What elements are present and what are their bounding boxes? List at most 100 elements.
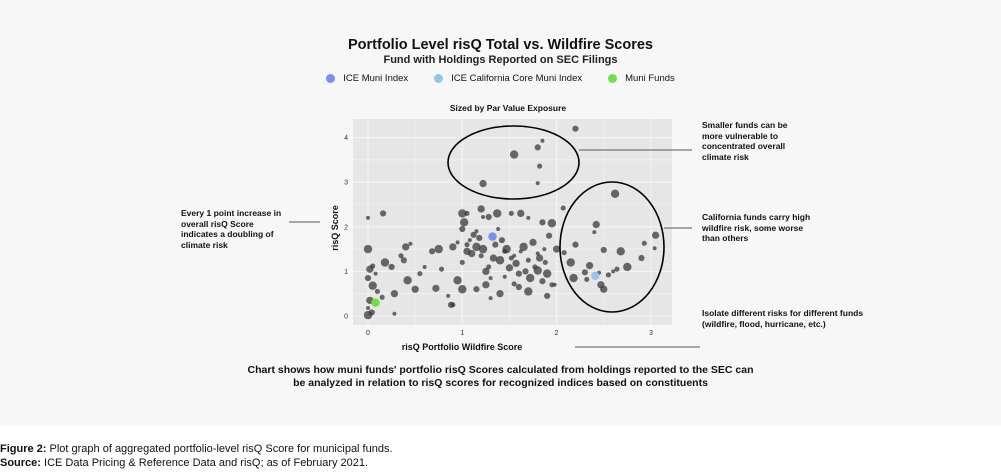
fund-point bbox=[537, 163, 543, 169]
fund-point bbox=[502, 274, 507, 279]
fund-point bbox=[572, 241, 579, 248]
fund-point bbox=[600, 246, 607, 254]
fund-point bbox=[373, 271, 378, 276]
legend-dot-icon bbox=[608, 74, 618, 83]
legend-label: Muni Funds bbox=[625, 73, 675, 84]
fund-point bbox=[511, 281, 517, 287]
figure-label: Figure 2: bbox=[0, 443, 47, 455]
fund-point bbox=[549, 282, 555, 288]
figure-caption: Figure 2: Plot graph of aggregated portf… bbox=[0, 443, 393, 470]
fund-point bbox=[489, 254, 498, 262]
fund-point bbox=[545, 232, 553, 239]
fund-point bbox=[392, 311, 397, 316]
fund-point bbox=[453, 276, 462, 285]
x-axis-label: risQ Portfolio Wildfire Score bbox=[402, 342, 522, 352]
fund-point bbox=[459, 259, 465, 266]
y-tick-label: 3 bbox=[344, 180, 348, 187]
legend-item-ice-muni-index: ICE Muni Index bbox=[326, 73, 408, 84]
fund-point bbox=[422, 264, 427, 269]
fund-point bbox=[542, 259, 548, 266]
figure-text: Plot graph of aggregated portfolio-level… bbox=[46, 443, 393, 455]
y-tick-label: 2 bbox=[344, 224, 348, 231]
fund-point bbox=[455, 240, 460, 245]
fund-point bbox=[366, 305, 370, 310]
fund-point bbox=[488, 296, 493, 301]
fund-point bbox=[652, 246, 657, 251]
legend-label: ICE California Core Muni Index bbox=[451, 73, 583, 84]
fund-point bbox=[508, 255, 514, 261]
highlight-point bbox=[488, 232, 497, 241]
fund-point bbox=[544, 292, 551, 300]
fund-point bbox=[496, 290, 504, 298]
fund-point bbox=[417, 271, 423, 277]
fund-point bbox=[459, 218, 469, 227]
fund-point bbox=[400, 257, 407, 264]
annotation-ellipse-california bbox=[559, 181, 665, 313]
x-tick-label: 2 bbox=[555, 330, 559, 337]
fund-point bbox=[468, 249, 476, 258]
fund-point bbox=[434, 244, 443, 254]
fund-point bbox=[486, 264, 492, 270]
fund-point bbox=[584, 276, 590, 282]
fund-point bbox=[616, 247, 625, 256]
fund-point bbox=[509, 150, 519, 159]
fund-point bbox=[605, 272, 612, 278]
fund-point bbox=[592, 220, 600, 229]
fund-point bbox=[380, 258, 390, 267]
annotation-mid-right: California funds carry high wildfire ris… bbox=[702, 212, 811, 243]
fund-point bbox=[402, 243, 410, 251]
fund-point bbox=[623, 262, 632, 272]
fund-point bbox=[478, 244, 488, 254]
fund-point bbox=[505, 264, 514, 272]
fund-point bbox=[535, 181, 540, 186]
fund-point bbox=[432, 284, 440, 292]
fund-point bbox=[458, 285, 467, 294]
fund-point bbox=[364, 274, 372, 282]
fund-point bbox=[411, 285, 419, 293]
fund-point bbox=[374, 288, 380, 295]
source-label: Source: bbox=[0, 456, 41, 469]
fund-point bbox=[482, 281, 490, 289]
annotation-ellipse-top bbox=[447, 125, 580, 200]
fund-point bbox=[560, 205, 566, 211]
fund-point bbox=[518, 249, 523, 254]
fund-point bbox=[542, 269, 552, 278]
fund-point bbox=[526, 215, 531, 220]
y-axis-label: risQ Score bbox=[330, 205, 340, 251]
fund-point bbox=[403, 276, 412, 285]
legend-label: ICE Muni Index bbox=[343, 73, 409, 84]
fund-point bbox=[519, 242, 528, 252]
fund-point bbox=[515, 270, 522, 277]
fund-point bbox=[651, 231, 660, 239]
caption-line-2: be analyzed in relation to risQ scores f… bbox=[293, 377, 708, 389]
fund-point bbox=[496, 227, 501, 232]
fund-point bbox=[476, 234, 483, 242]
annotation-left: Every 1 point increase in overall risQ S… bbox=[181, 208, 282, 250]
fund-point bbox=[472, 242, 481, 252]
data-points bbox=[363, 125, 660, 320]
fund-point bbox=[522, 268, 529, 275]
y-tick-label: 0 bbox=[344, 314, 348, 321]
fund-point bbox=[539, 219, 546, 226]
fund-point bbox=[524, 287, 533, 296]
fund-point bbox=[585, 261, 594, 270]
fund-point bbox=[366, 265, 374, 273]
fund-point bbox=[614, 266, 620, 272]
legend: ICE Muni Index ICE California Core Muni … bbox=[0, 73, 1001, 84]
fund-point bbox=[449, 243, 457, 251]
fund-point bbox=[398, 253, 404, 259]
fund-point bbox=[512, 259, 520, 268]
fund-point bbox=[485, 213, 492, 221]
fund-point bbox=[552, 245, 561, 253]
caption-line-1: Chart shows how muni funds' portfolio ri… bbox=[247, 364, 754, 376]
fund-point bbox=[581, 269, 588, 276]
fund-point bbox=[379, 294, 385, 300]
fund-point bbox=[474, 229, 479, 234]
annotation-bottom-right: Isolate different risks for different fu… bbox=[702, 308, 864, 329]
fund-point bbox=[610, 189, 620, 198]
fund-point bbox=[459, 225, 466, 233]
fund-point bbox=[379, 210, 387, 217]
fund-point bbox=[508, 210, 514, 216]
y-tick-label: 1 bbox=[344, 269, 348, 276]
fund-point bbox=[390, 290, 399, 298]
